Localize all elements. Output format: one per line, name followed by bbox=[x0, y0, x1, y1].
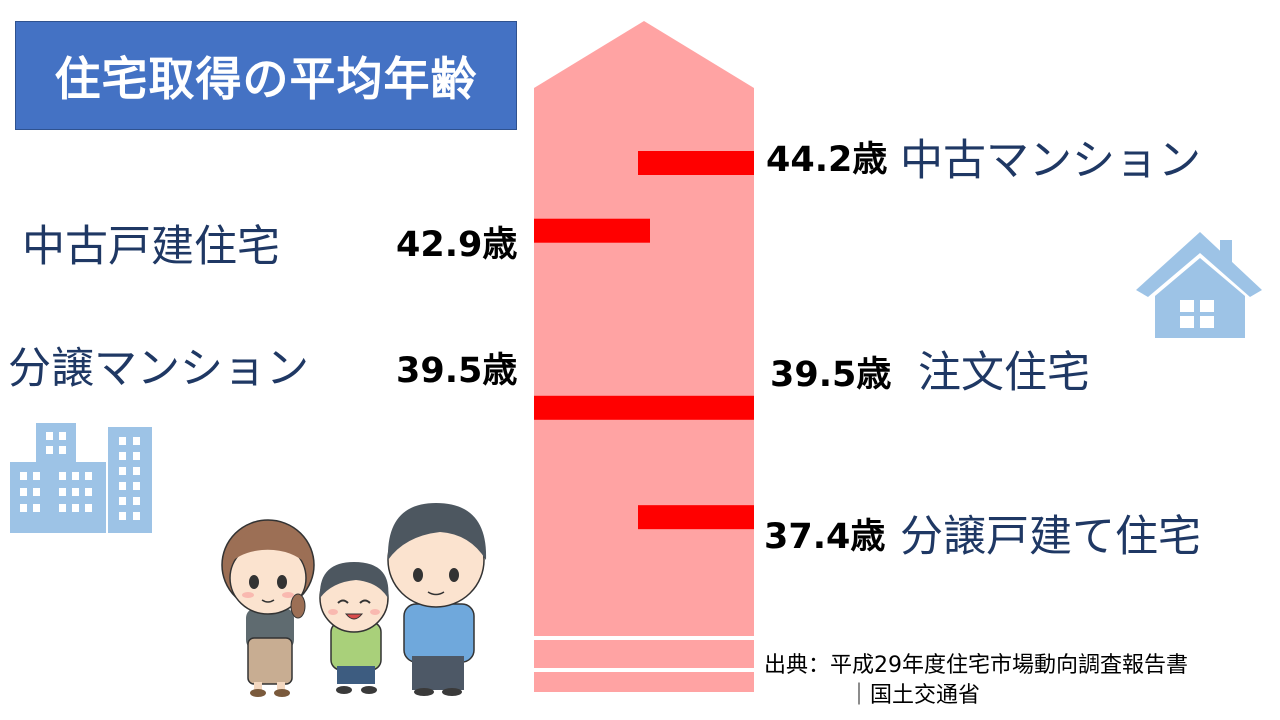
source-line-2: ｜国土交通省 bbox=[848, 683, 981, 708]
data-label-builtforsale-house: 37.4歳 bbox=[764, 517, 886, 557]
arrow-stripe bbox=[534, 668, 754, 672]
bar-builtforsale-house bbox=[638, 505, 754, 530]
data-label-condo: 39.5歳 bbox=[396, 351, 518, 391]
arrow-stripe bbox=[534, 636, 754, 640]
category-label-used-house: 中古戸建住宅 bbox=[22, 222, 280, 272]
family-illustration bbox=[221, 503, 487, 697]
source-note: 出典：平成29年度住宅市場動向調査報告書 ｜国土交通省 bbox=[764, 651, 1188, 711]
father-figure bbox=[387, 503, 487, 696]
title-banner: 住宅取得の平均年齢 bbox=[15, 21, 517, 130]
bar-used-house bbox=[534, 218, 650, 243]
house-icon bbox=[1136, 232, 1262, 338]
child-figure bbox=[319, 562, 389, 694]
mother-figure bbox=[221, 519, 315, 697]
category-label-condo: 分譲マンション bbox=[8, 344, 309, 394]
bar-condo bbox=[534, 395, 754, 420]
data-label-used-house: 42.9歳 bbox=[396, 225, 518, 265]
category-label-custom-house: 注文住宅 bbox=[918, 348, 1090, 398]
bar-used-mansion bbox=[638, 151, 754, 175]
arrow-shape bbox=[534, 21, 754, 692]
source-line-1: 出典：平成29年度住宅市場動向調査報告書 bbox=[764, 653, 1188, 678]
category-label-builtforsale-house: 分譲戸建て住宅 bbox=[900, 512, 1201, 562]
data-label-custom-house: 39.5歳 bbox=[770, 355, 892, 395]
data-label-used-mansion: 44.2歳 bbox=[766, 140, 888, 180]
category-label-used-mansion: 中古マンション bbox=[900, 136, 1201, 186]
building-icon bbox=[10, 423, 152, 533]
bars-group bbox=[534, 151, 754, 530]
chart-title: 住宅取得の平均年齢 bbox=[54, 51, 478, 106]
